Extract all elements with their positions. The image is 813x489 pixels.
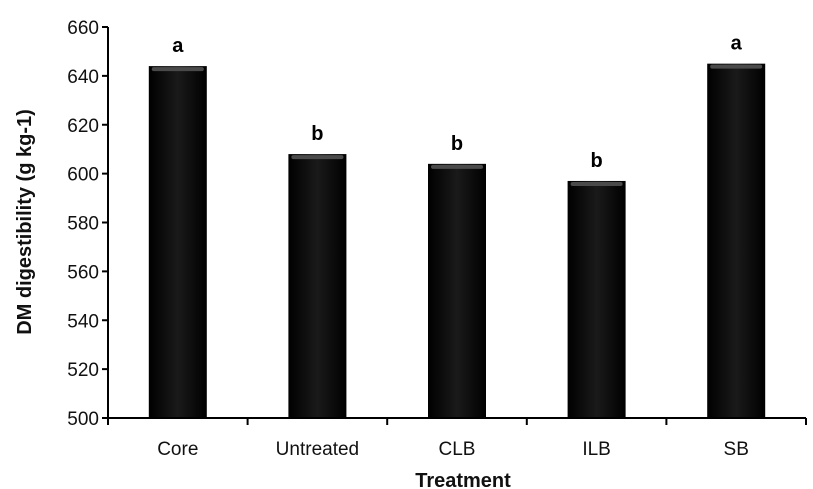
y-tick-label: 620 <box>67 116 99 137</box>
x-tick-label: ILB <box>582 439 611 460</box>
bar <box>567 180 626 418</box>
y-tick-label: 580 <box>67 214 99 235</box>
bar-top-highlight <box>710 64 763 69</box>
bar-top-highlight <box>570 181 623 186</box>
bar <box>707 63 766 418</box>
bar-top-highlight <box>431 164 483 169</box>
significance-label: b <box>590 150 602 172</box>
y-tick-label: 500 <box>67 409 99 430</box>
significance-label: a <box>172 35 184 57</box>
y-tick-label: 640 <box>67 67 99 88</box>
bar <box>288 154 347 418</box>
y-tick-label: 520 <box>67 360 99 381</box>
x-tick-label: Core <box>157 439 198 460</box>
y-axis-title: DM digestibility (g kg-1) <box>14 109 36 335</box>
y-tick-label: 600 <box>67 165 99 186</box>
significance-label: b <box>311 123 323 145</box>
x-tick-label: Untreated <box>276 439 359 460</box>
x-tick-label: SB <box>724 439 749 460</box>
significance-label: b <box>451 133 463 155</box>
significance-label: a <box>731 33 743 55</box>
bar <box>148 66 207 418</box>
y-tick-label: 540 <box>67 311 99 332</box>
y-tick-label: 660 <box>67 18 99 39</box>
bar-top-highlight <box>151 67 204 72</box>
plot-area: a Core b Untreated b CLB b ILB a SB 500 520 540 560 58… <box>67 18 807 460</box>
x-axis-title: Treatment <box>415 470 511 489</box>
y-tick-label: 560 <box>67 262 99 283</box>
bar-top-highlight <box>291 155 344 160</box>
x-tick-label: CLB <box>439 439 476 460</box>
bar <box>428 163 486 418</box>
